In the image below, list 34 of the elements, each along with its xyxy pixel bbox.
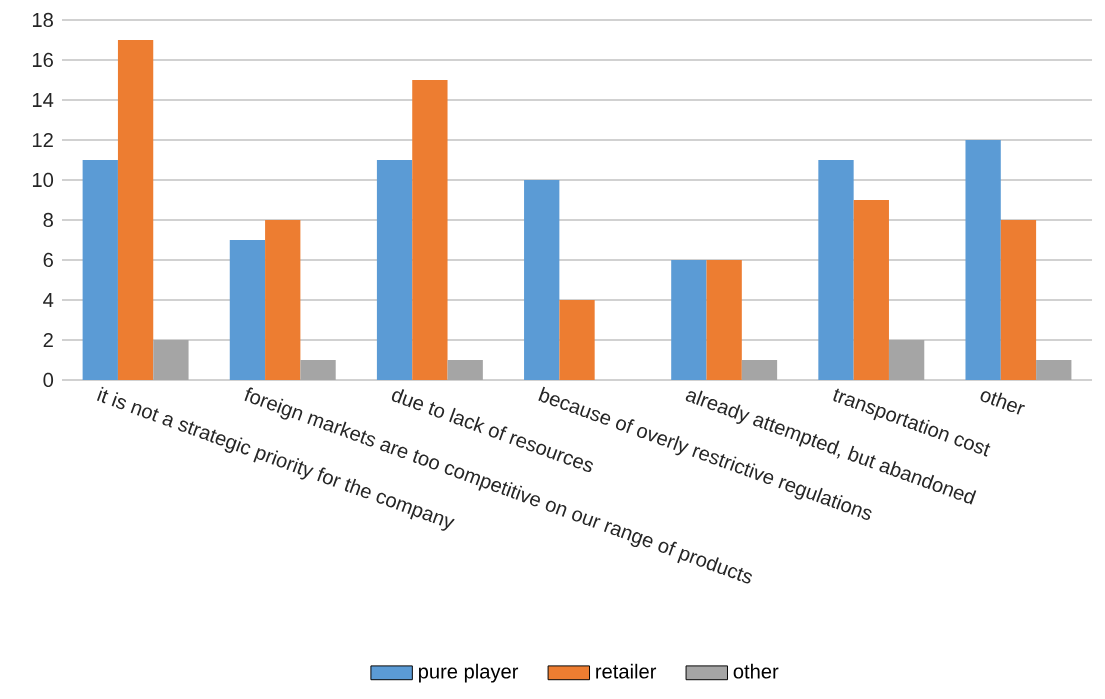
bar [818,159,854,380]
bar [300,359,336,380]
bar [1000,219,1037,380]
y-tick-label: 16 [32,52,53,68]
bar [888,339,925,380]
y-tick-label: 4 [43,293,54,307]
y-tick-label: 2 [43,332,53,348]
bar [376,159,413,380]
y-tick-label: 18 [32,12,53,28]
y-tick-label: 6 [43,252,53,268]
bar [1036,359,1072,380]
bar [229,239,266,380]
y-tick-label: 14 [32,93,54,107]
bar [117,39,154,380]
y-tick-label: 0 [43,372,54,388]
y-tick-label: 8 [43,212,53,228]
bar [265,219,301,380]
bar [671,259,707,380]
bar [559,299,595,380]
legend-label: retailer [596,663,657,679]
bar [412,79,448,380]
y-tick-label: 10 [32,172,54,188]
legend-label: other [733,663,779,679]
bar [524,179,560,380]
legend-label: pure player [418,663,519,683]
bar [706,259,742,380]
bar [741,359,778,380]
bar [965,139,1001,380]
bar [153,339,189,380]
bar [82,159,118,380]
y-tick-label: 12 [32,132,53,147]
bar [447,359,483,380]
x-tick-label: other [980,391,1025,415]
bar [853,199,889,380]
